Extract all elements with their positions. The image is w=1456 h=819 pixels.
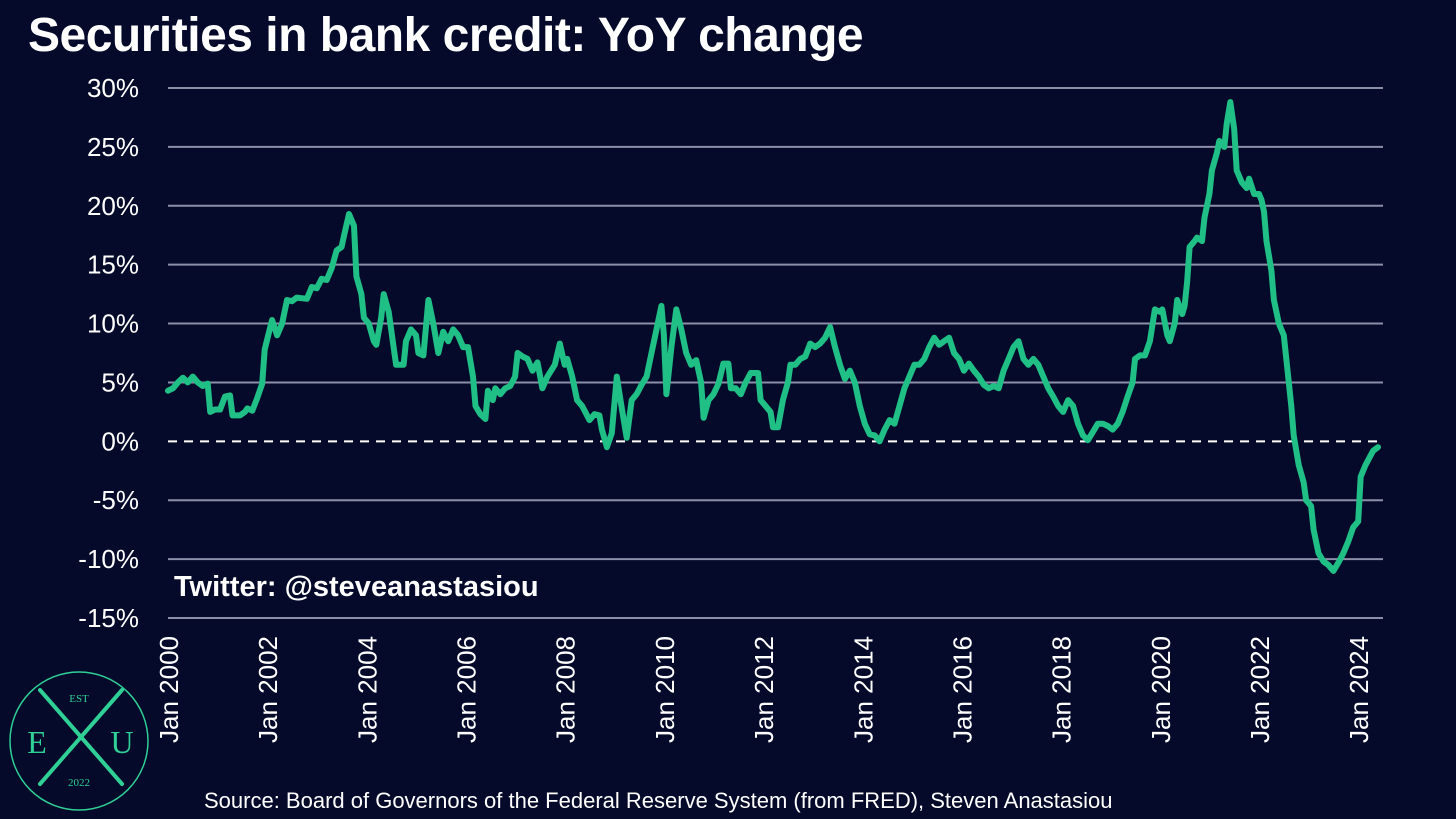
x-tick-label: Jan 2024 bbox=[1344, 636, 1374, 743]
logo-cross-stroke bbox=[38, 688, 124, 786]
y-tick-label: 10% bbox=[87, 309, 139, 339]
y-tick-label: -15% bbox=[78, 603, 139, 633]
grid-lines bbox=[168, 87, 1383, 619]
exu-logo: EST E U 2022 bbox=[9, 671, 149, 811]
y-axis-ticks: 30% 25% 20% 15% 10% 5% 0% -5% -10% -15% bbox=[78, 73, 139, 633]
series-group bbox=[165, 99, 1381, 574]
x-tick-label: Jan 2020 bbox=[1146, 636, 1176, 743]
x-tick-label: Jan 2000 bbox=[154, 636, 184, 743]
x-axis-ticks: Jan 2000 Jan 2002 Jan 2004 Jan 2006 Jan 2008… bbox=[154, 636, 1374, 743]
y-tick-label: -5% bbox=[93, 485, 139, 515]
twitter-watermark: Twitter: @steveanastasiou bbox=[174, 571, 539, 603]
y-tick-label: 5% bbox=[101, 367, 139, 397]
series-line bbox=[165, 99, 1381, 574]
logo-year: 2022 bbox=[68, 777, 90, 789]
x-tick-label: Jan 2006 bbox=[452, 636, 482, 743]
x-tick-label: Jan 2022 bbox=[1245, 636, 1275, 743]
y-tick-label: 0% bbox=[101, 426, 139, 456]
y-tick-label: 30% bbox=[87, 73, 139, 103]
x-tick-label: Jan 2002 bbox=[253, 636, 283, 743]
chart-title: Securities in bank credit: YoY change bbox=[28, 9, 864, 62]
y-tick-label: 20% bbox=[87, 191, 139, 221]
y-tick-label: 25% bbox=[87, 132, 139, 162]
x-tick-label: Jan 2010 bbox=[650, 636, 680, 743]
y-tick-label: 15% bbox=[87, 250, 139, 280]
x-tick-label: Jan 2018 bbox=[1047, 636, 1077, 743]
logo-letter-u: U bbox=[110, 724, 133, 760]
logo-letter-e: E bbox=[27, 724, 47, 760]
x-tick-label: Jan 2016 bbox=[947, 636, 977, 743]
logo-circle bbox=[9, 671, 149, 811]
source-note: Source: Board of Governors of the Federa… bbox=[204, 788, 1113, 813]
x-tick-label: Jan 2004 bbox=[352, 636, 382, 743]
y-tick-label: -10% bbox=[78, 544, 139, 574]
x-tick-label: Jan 2008 bbox=[551, 636, 581, 743]
x-tick-label: Jan 2014 bbox=[848, 636, 878, 743]
x-tick-label: Jan 2012 bbox=[749, 636, 779, 743]
logo-est: EST bbox=[69, 693, 89, 705]
